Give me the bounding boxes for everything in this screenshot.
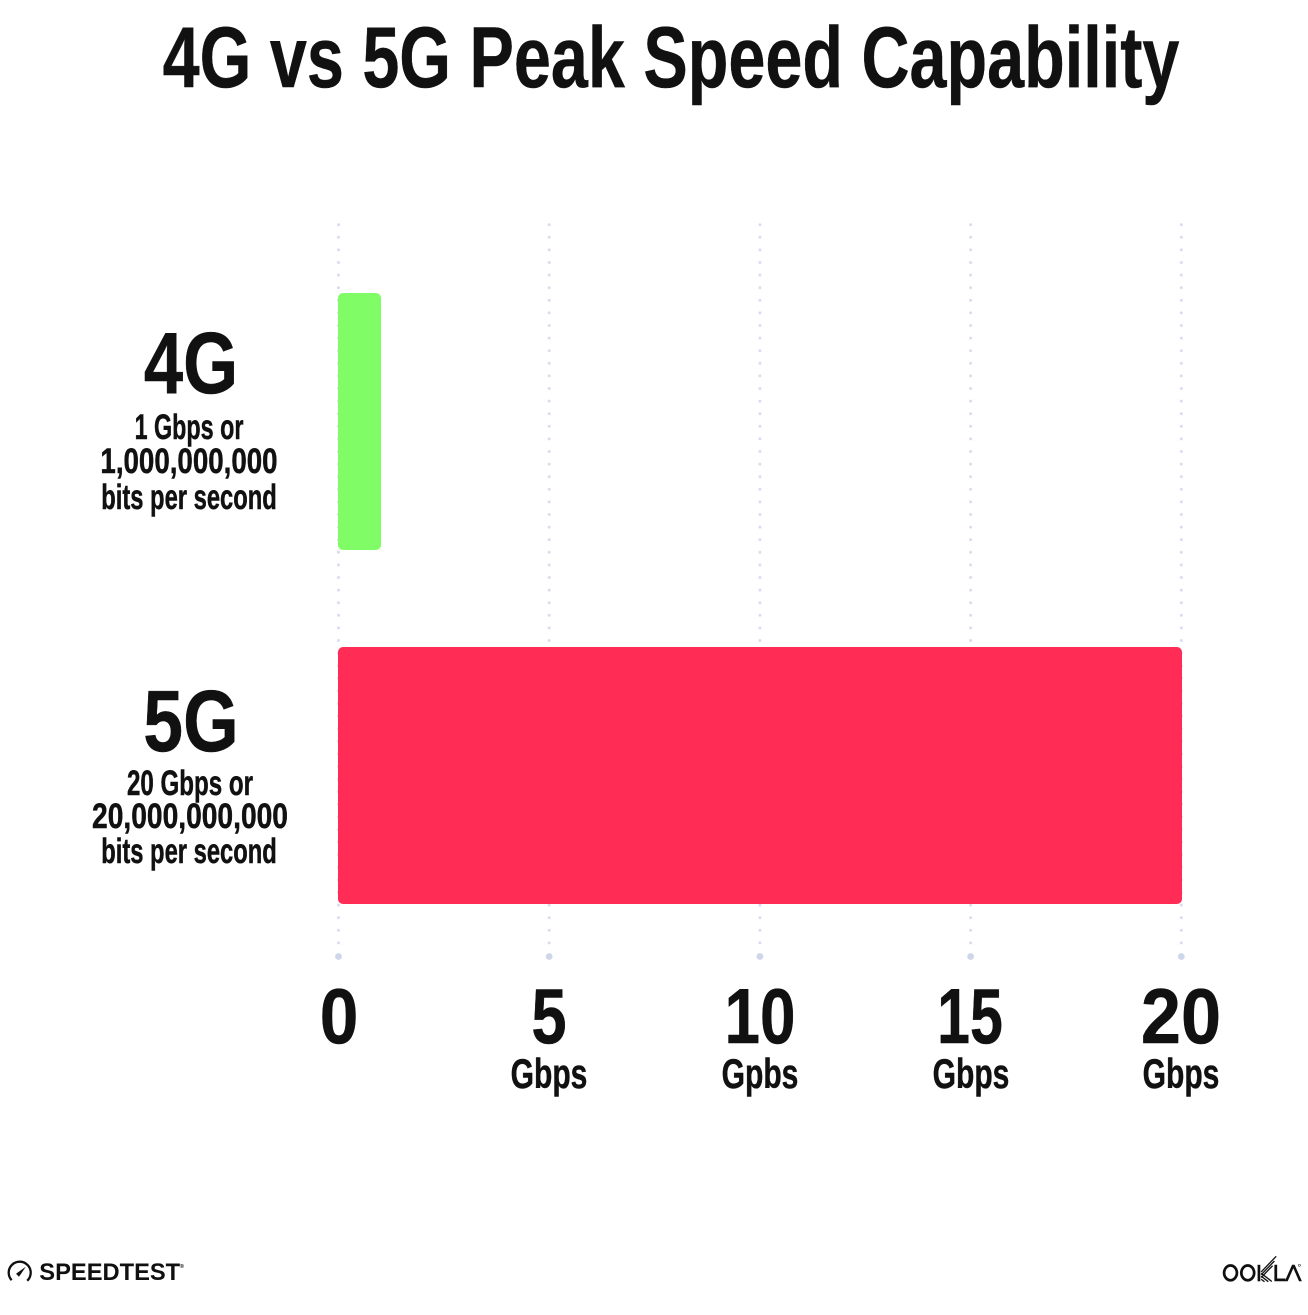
svg-text:SPEEDTEST: SPEEDTEST [39, 1260, 180, 1286]
svg-text:®: ® [180, 1263, 185, 1270]
